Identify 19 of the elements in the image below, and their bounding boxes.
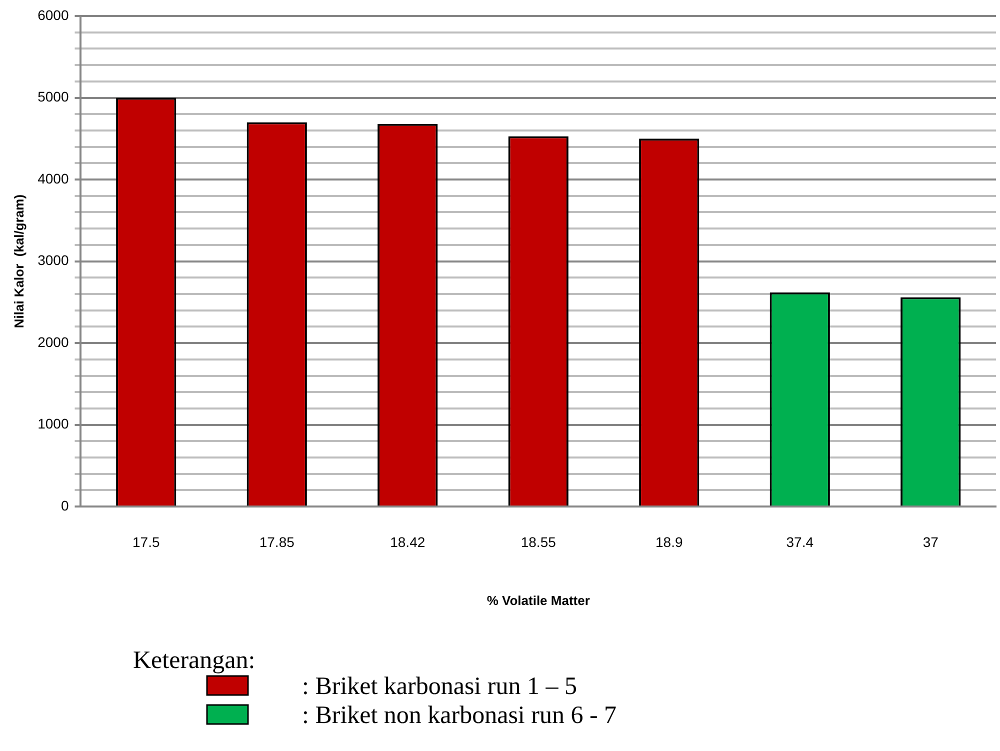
y-tick-label: 2000 <box>38 334 69 350</box>
x-tick-label: 37 <box>922 534 939 550</box>
x-tick-label: 18.55 <box>520 534 556 550</box>
y-tick-label: 5000 <box>38 88 69 105</box>
y-tick-label: 0 <box>60 497 69 514</box>
x-tick-label: 18.42 <box>390 534 426 550</box>
x-tick-label: 17.85 <box>259 534 295 550</box>
y-tick-label: 3000 <box>38 252 69 268</box>
x-tick-label: 37.4 <box>786 534 814 550</box>
legend-title: Keterangan: <box>133 647 256 674</box>
x-tick-label: 18.9 <box>656 534 683 550</box>
x-axis-title: % Volatile Matter <box>486 592 590 608</box>
y-tick-label: 1000 <box>38 416 69 432</box>
legend-label: : Briket karbonasi run 1 – 5 <box>302 673 577 700</box>
y-tick-label: 4000 <box>38 170 69 186</box>
y-axis-title: Nilai Kalor (kal/gram) <box>11 194 26 328</box>
y-tick-label: 6000 <box>38 6 69 23</box>
legend-label: : Briket non karbonasi run 6 - 7 <box>302 702 617 729</box>
x-tick-label: 17.5 <box>132 534 160 550</box>
